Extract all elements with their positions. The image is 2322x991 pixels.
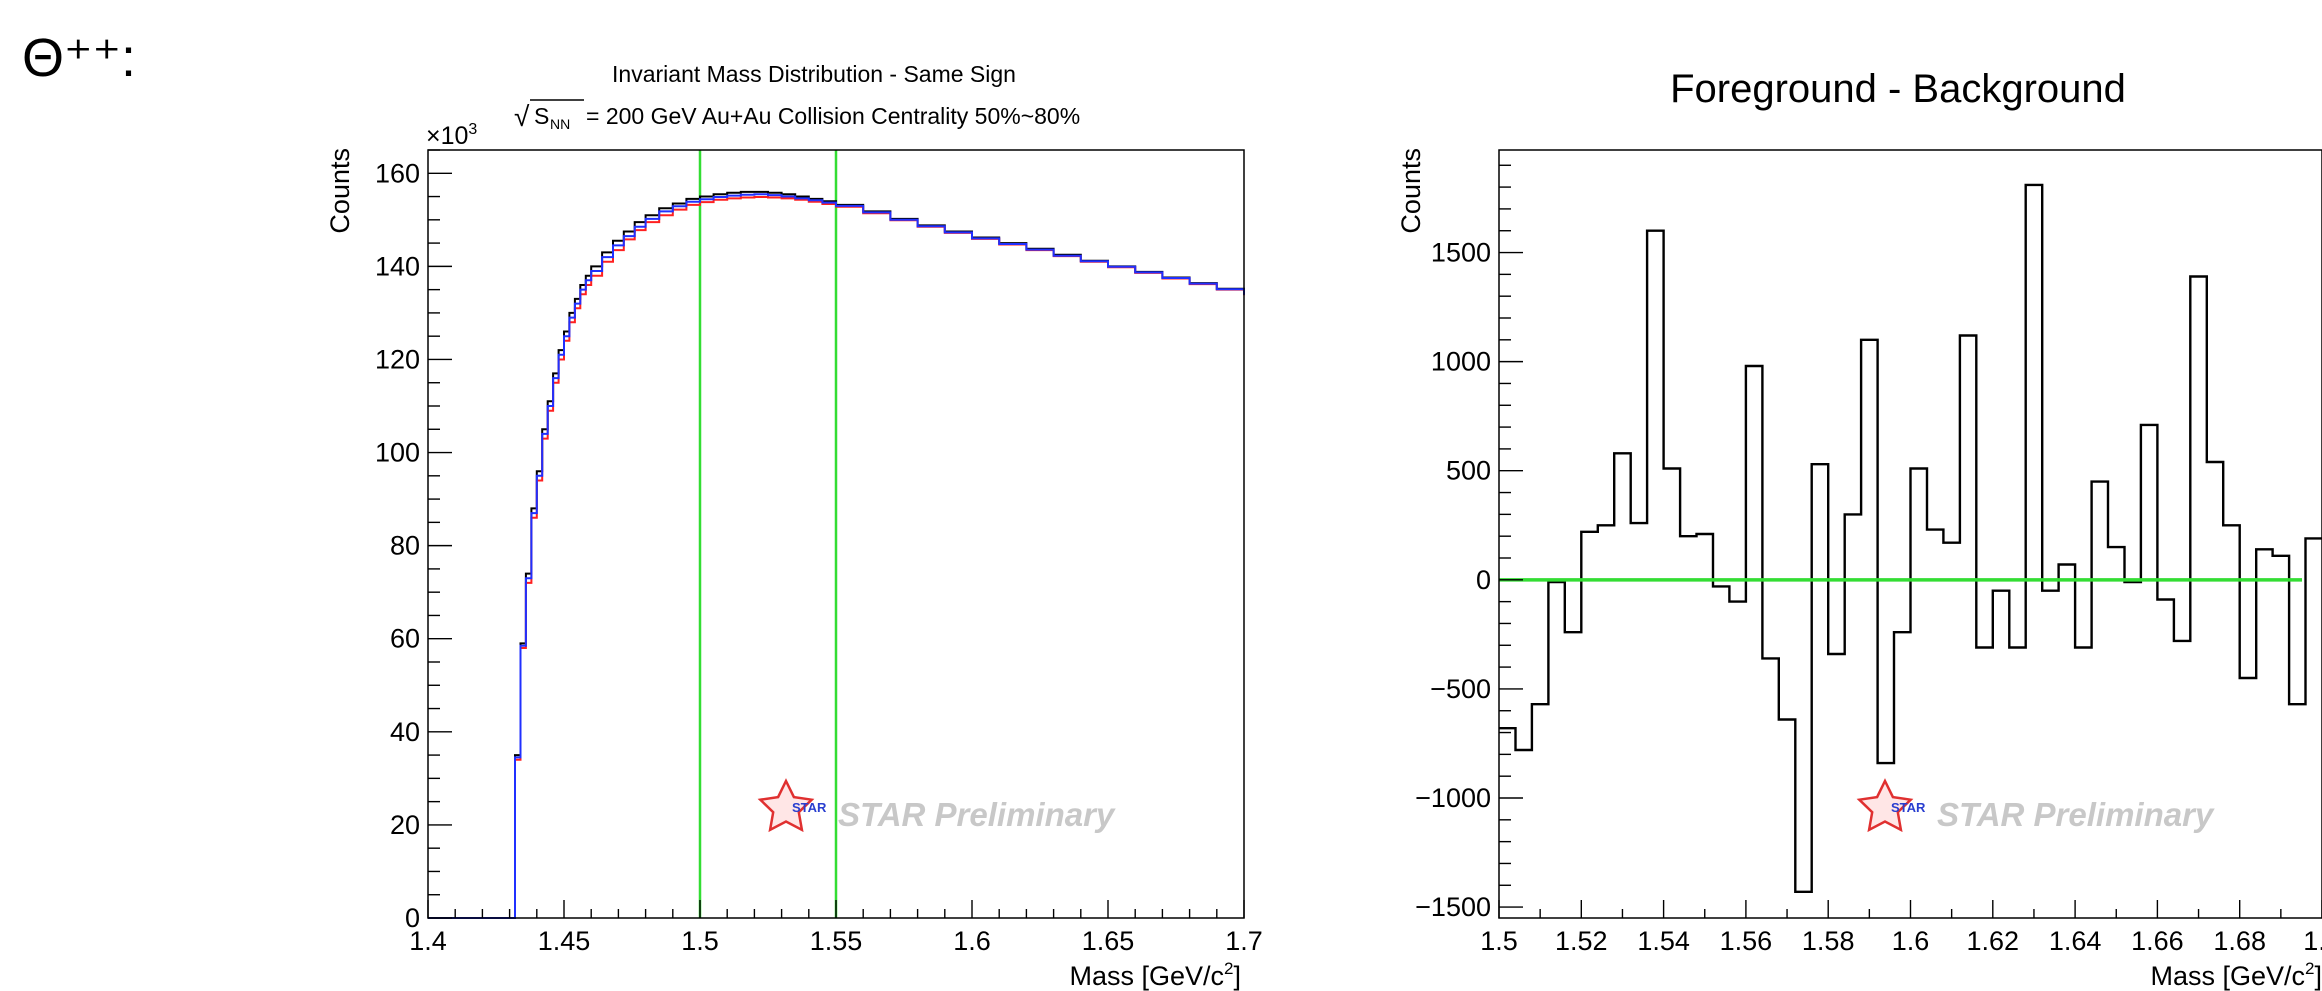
left-x-tick-label: 1.45 <box>538 926 591 956</box>
chart-left-multiplier-exponent: 3 <box>468 121 477 138</box>
chart-left-subtitle-sqrt-symbol: √ <box>514 101 530 132</box>
right-x-tick-label: 1.68 <box>2213 926 2266 956</box>
right-x-tick-label: 1.54 <box>1637 926 1690 956</box>
right-x-tick-label: 1.56 <box>1720 926 1773 956</box>
chart-right: Foreground - Background Counts Mass [GeV… <box>1396 67 2322 991</box>
chart-left-multiplier-base: ×10 <box>426 122 468 150</box>
left-series-2-line <box>428 193 1245 919</box>
right-x-tick-label: 1.64 <box>2049 926 2102 956</box>
right-x-tick-label: 1.7 <box>2303 926 2322 956</box>
right-y-tick-label: −500 <box>1430 674 1491 704</box>
chart-right-star-logo-text: STAR <box>1891 800 1926 815</box>
left-y-tick-label: 40 <box>390 717 420 747</box>
chart-left-watermark-text: STAR Preliminary <box>838 796 1116 833</box>
chart-left-xlabel: Mass [GeV/c2] <box>1069 959 1241 991</box>
left-y-tick-label: 0 <box>405 903 420 933</box>
chart-left-series <box>428 190 1245 919</box>
right-y-tick-label: 0 <box>1476 565 1491 595</box>
chart-left-star-logo-text: STAR <box>792 800 827 815</box>
chart-left: Invariant Mass Distribution - Same Sign … <box>325 61 1263 991</box>
chart-left-subtitle-rest: = 200 GeV Au+Au Collision Centrality 50%… <box>586 103 1080 129</box>
chart-right-star-logo-icon <box>1856 778 1914 833</box>
right-y-tick-label: 1500 <box>1431 238 1491 268</box>
right-y-tick-label: 1000 <box>1431 347 1491 377</box>
chart-right-watermark: STAR STAR Preliminary <box>1856 778 2215 833</box>
left-y-tick-label: 100 <box>375 438 420 468</box>
left-y-tick-label: 140 <box>375 251 420 281</box>
left-x-tick-label: 1.55 <box>810 926 863 956</box>
left-x-tick-label: 1.7 <box>1225 926 1263 956</box>
chart-right-xlabel-close: ] <box>2314 961 2322 991</box>
left-y-tick-label: 80 <box>390 531 420 561</box>
right-x-tick-label: 1.5 <box>1480 926 1518 956</box>
chart-right-xlabel-sup: 2 <box>2305 959 2314 978</box>
chart-right-axes: 1.5 1.52 1.54 1.56 1.58 1.6 1.62 1.64 1.66 1.68 1.… <box>1415 149 2322 956</box>
chart-right-title: Foreground - Background <box>1670 67 2126 111</box>
chart-left-xlabel-main: Mass [GeV/c <box>1069 961 1224 991</box>
right-y-tick-label: −1000 <box>1415 783 1491 813</box>
chart-left-ylabel: Counts <box>325 148 355 234</box>
chart-left-reference-lines <box>698 150 838 918</box>
chart-left-subtitle-sqrt-subscript: NN <box>550 116 570 132</box>
right-x-tick-label: 1.52 <box>1555 926 1608 956</box>
left-y-tick-label: 20 <box>390 810 420 840</box>
left-x-tick-label: 1.5 <box>681 926 719 956</box>
left-y-tick-label: 160 <box>375 158 420 188</box>
right-x-tick-label: 1.66 <box>2131 926 2184 956</box>
right-x-tick-label: 1.58 <box>1802 926 1855 956</box>
right-y-tick-label: −1500 <box>1415 892 1491 922</box>
chart-right-xlabel: Mass [GeV/c2] <box>2150 959 2322 991</box>
chart-left-axes: 1.4 1.45 1.5 1.55 1.6 1.65 1.7 0 20 40 60 80 100 120 1… <box>375 149 1263 956</box>
left-x-tick-label: 1.4 <box>409 926 447 956</box>
left-y-tick-label: 60 <box>390 624 420 654</box>
chart-right-xlabel-main: Mass [GeV/c <box>2150 961 2305 991</box>
page-label: Θ⁺⁺: <box>22 28 136 88</box>
chart-right-series <box>1499 183 2322 893</box>
chart-left-title: Invariant Mass Distribution - Same Sign <box>612 61 1016 87</box>
chart-right-ylabel: Counts <box>1396 148 1426 234</box>
left-y-tick-label: 120 <box>375 344 420 374</box>
right-series-0-line <box>1499 183 2322 893</box>
chart-left-subtitle-sqrt-term: S <box>534 103 549 129</box>
left-x-tick-label: 1.6 <box>953 926 991 956</box>
right-y-tick-label: 500 <box>1446 456 1491 486</box>
chart-left-xlabel-close: ] <box>1233 961 1241 991</box>
chart-right-watermark-text: STAR Preliminary <box>1937 796 2215 833</box>
chart-left-subtitle: √ S NN = 200 GeV Au+Au Collision Central… <box>514 99 1080 132</box>
chart-left-star-logo-icon <box>757 778 815 833</box>
right-x-tick-label: 1.62 <box>1967 926 2020 956</box>
left-x-tick-label: 1.65 <box>1082 926 1135 956</box>
chart-left-xlabel-sup: 2 <box>1224 959 1233 978</box>
chart-left-watermark: STAR STAR Preliminary <box>757 778 1116 833</box>
chart-left-multiplier: ×103 <box>426 121 477 150</box>
right-x-tick-label: 1.6 <box>1892 926 1930 956</box>
